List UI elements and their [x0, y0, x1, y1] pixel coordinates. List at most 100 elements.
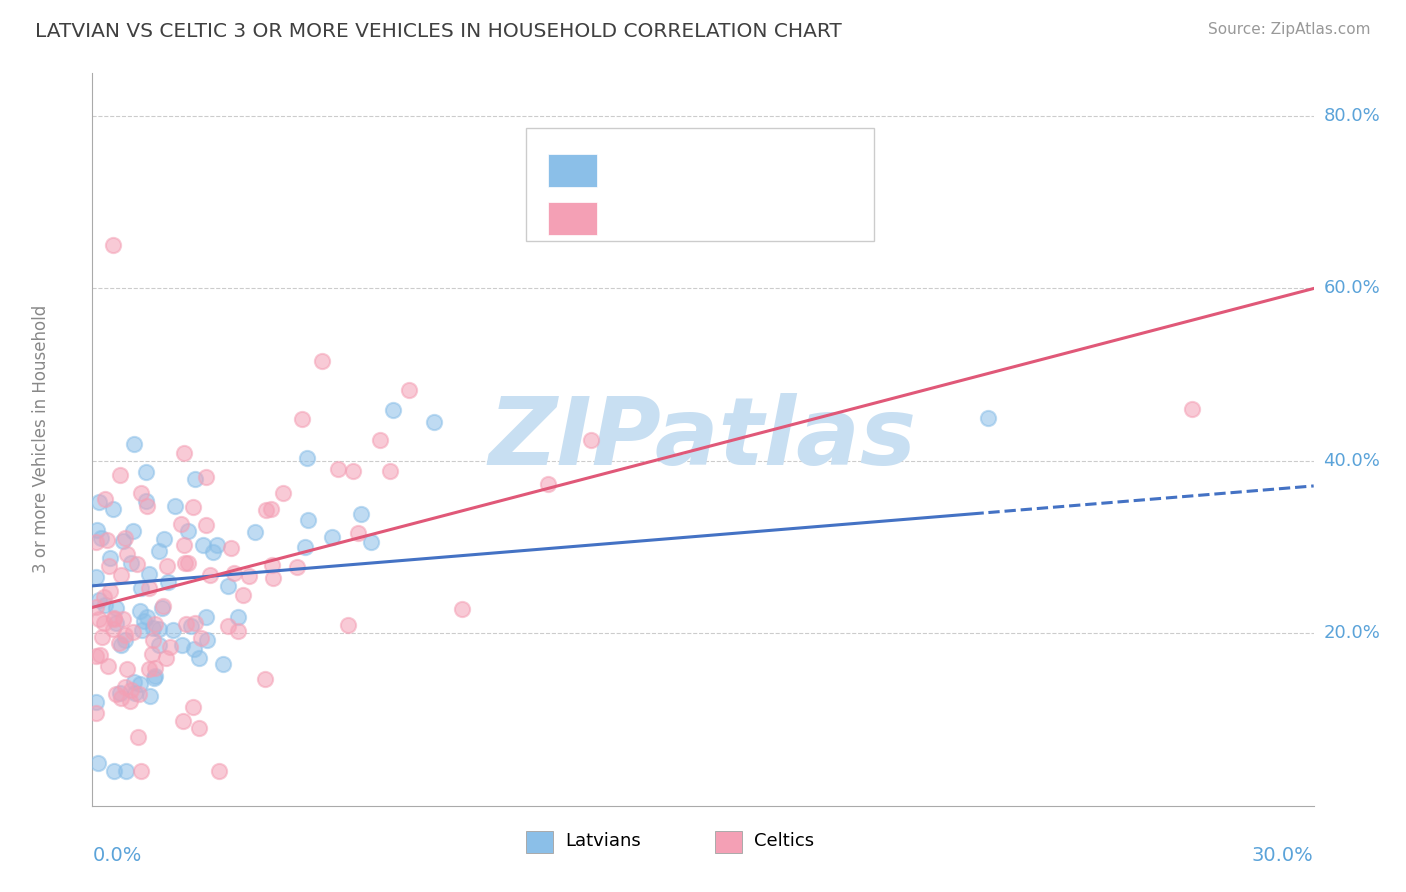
Point [91, 630, 114, 644]
Point [120, 683, 142, 698]
Point [183, 642, 205, 657]
Text: ZIPatlas: ZIPatlas [489, 393, 917, 485]
Point [148, 638, 170, 652]
Point [198, 568, 221, 582]
Point [347, 526, 370, 541]
Point [172, 638, 194, 652]
Point [176, 616, 198, 631]
Point [152, 532, 174, 546]
Point [110, 638, 132, 652]
Point [183, 500, 205, 514]
Text: 80.0%: 80.0% [1323, 107, 1381, 125]
Point [129, 485, 152, 500]
Point [111, 612, 134, 626]
Point [188, 651, 211, 665]
Point [120, 556, 142, 570]
Point [97, 558, 120, 573]
Point [224, 566, 246, 581]
Point [86, 600, 108, 615]
FancyBboxPatch shape [526, 128, 875, 242]
Point [350, 507, 373, 521]
Point [114, 632, 136, 647]
Point [423, 415, 446, 429]
Point [381, 402, 404, 417]
Point [101, 622, 124, 636]
Point [191, 538, 214, 552]
Point [156, 559, 179, 574]
Point [94, 598, 117, 612]
Point [295, 450, 318, 465]
Point [114, 628, 136, 642]
Point [128, 687, 150, 701]
Point [360, 535, 382, 549]
Point [273, 486, 295, 500]
Point [108, 636, 131, 650]
Text: 40.0%: 40.0% [1323, 452, 1381, 470]
Point [131, 764, 153, 779]
Point [145, 617, 167, 632]
Point [221, 541, 243, 555]
Point [190, 631, 212, 645]
Text: LATVIAN VS CELTIC 3 OR MORE VEHICLES IN HOUSEHOLD CORRELATION CHART: LATVIAN VS CELTIC 3 OR MORE VEHICLES IN … [35, 22, 842, 41]
Point [89, 495, 111, 509]
Point [132, 614, 155, 628]
Point [180, 619, 202, 633]
Point [194, 518, 217, 533]
Point [87, 612, 110, 626]
Point [159, 640, 181, 655]
Point [368, 433, 391, 447]
Point [93, 615, 115, 630]
Point [217, 618, 239, 632]
Text: 20.0%: 20.0% [1323, 624, 1381, 642]
Bar [548, 202, 596, 235]
Point [86, 695, 108, 709]
Point [97, 659, 120, 673]
Point [86, 534, 108, 549]
Point [232, 588, 254, 602]
Point [86, 706, 108, 720]
Point [173, 446, 195, 460]
Point [226, 609, 249, 624]
Point [197, 633, 219, 648]
Point [98, 583, 121, 598]
Point [177, 556, 200, 570]
Point [143, 661, 166, 675]
Point [104, 687, 127, 701]
Text: 60.0%: 60.0% [1323, 279, 1381, 297]
Point [155, 651, 177, 665]
Point [260, 502, 283, 516]
Point [378, 464, 401, 478]
Point [103, 612, 125, 626]
Text: Latvians: Latvians [565, 832, 641, 850]
Point [129, 604, 152, 618]
Point [205, 538, 228, 552]
Point [139, 689, 162, 703]
Point [115, 547, 138, 561]
Text: R =  0.320   N = 88: R = 0.320 N = 88 [614, 213, 820, 233]
Point [131, 581, 153, 595]
Point [96, 533, 118, 548]
Point [127, 730, 149, 744]
Point [157, 575, 180, 590]
Point [86, 523, 108, 537]
Point [115, 662, 138, 676]
Point [245, 524, 267, 539]
Point [184, 616, 207, 631]
Bar [716, 831, 742, 854]
Point [104, 615, 127, 630]
Point [172, 714, 194, 728]
Point [1180, 402, 1202, 417]
Point [101, 502, 124, 516]
Point [262, 571, 284, 585]
Text: 0.0%: 0.0% [93, 846, 142, 865]
Point [143, 671, 166, 685]
Point [195, 610, 218, 624]
Point [537, 476, 560, 491]
Point [142, 621, 165, 635]
Point [138, 662, 160, 676]
Point [208, 764, 231, 779]
Point [110, 691, 132, 706]
Point [194, 470, 217, 484]
Point [125, 557, 148, 571]
Point [238, 568, 260, 582]
